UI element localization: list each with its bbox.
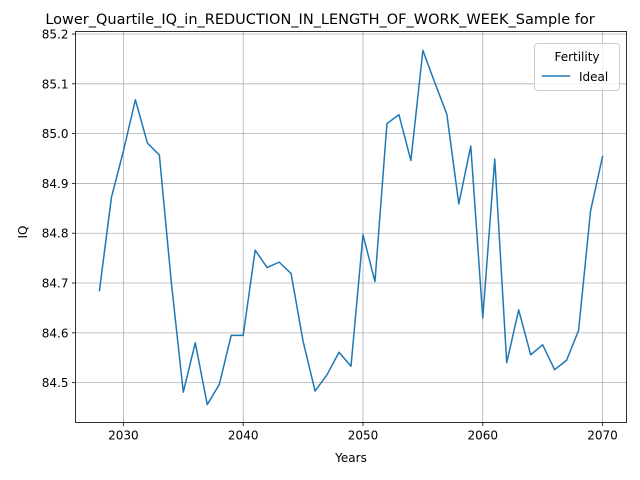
series-line-ideal [98, 49, 604, 406]
x-tick-label: 2070 [587, 429, 618, 443]
x-tick-label: 2050 [348, 429, 379, 443]
x-axis-ticks: 2030 2040 2050 2060 2070 [108, 422, 618, 443]
x-tick-label: 2040 [228, 429, 259, 443]
y-tick-label: 84.7 [42, 277, 69, 291]
y-tick-label: 84.5 [42, 376, 69, 390]
plot-frame [75, 31, 627, 423]
legend-frame [534, 43, 620, 91]
x-tick-label: 2030 [108, 429, 139, 443]
x-axis-label: Years [334, 451, 367, 465]
legend: Fertility Ideal [534, 43, 620, 91]
legend-label-ideal: Ideal [579, 70, 608, 84]
y-tick-label: 84.9 [42, 177, 69, 191]
y-tick-label: 85.0 [42, 127, 69, 141]
legend-title: Fertility [554, 50, 599, 64]
y-tick-label: 85.1 [42, 77, 69, 91]
y-axis-label: IQ [16, 226, 30, 239]
chart-title: Lower_Quartile_IQ_in_REDUCTION_IN_LENGTH… [45, 12, 594, 28]
x-tick-label: 2060 [467, 429, 498, 443]
y-tick-label: 85.2 [42, 27, 69, 41]
y-axis-ticks: 84.5 84.6 84.7 84.8 84.9 85.0 85.1 85.2 [42, 27, 76, 390]
y-tick-label: 84.6 [42, 326, 69, 340]
y-tick-label: 84.8 [42, 227, 69, 241]
